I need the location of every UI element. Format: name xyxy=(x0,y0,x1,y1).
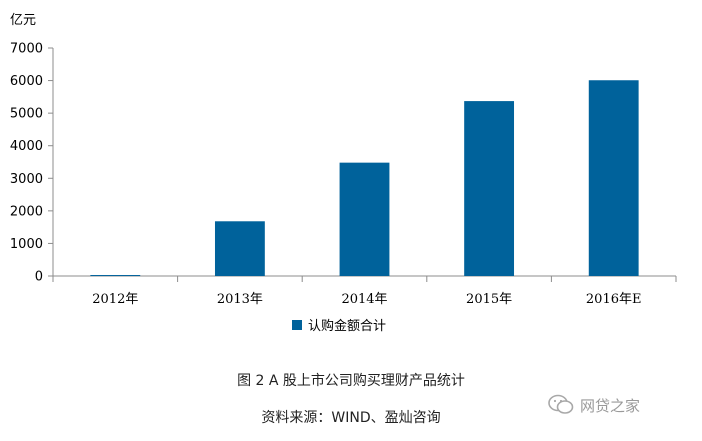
legend-swatch xyxy=(292,319,302,330)
y-tick-label: 1000 xyxy=(10,237,43,252)
wechat-icon xyxy=(548,394,574,414)
x-tick-label: 2015年 xyxy=(466,292,512,307)
y-tick-label: 2000 xyxy=(10,204,43,219)
y-tick-label: 0 xyxy=(35,270,43,285)
y-tick-label: 4000 xyxy=(10,139,43,154)
y-tick-label: 3000 xyxy=(10,172,43,187)
watermark: 网贷之家 xyxy=(548,394,640,416)
bar xyxy=(588,80,639,276)
bar xyxy=(214,221,265,276)
x-tick-label: 2013年 xyxy=(217,292,263,307)
bar xyxy=(90,275,141,276)
bar xyxy=(464,101,515,276)
y-unit-label: 亿元 xyxy=(10,13,36,28)
bars xyxy=(90,80,639,276)
bar xyxy=(339,162,390,276)
x-tick-label: 2014年 xyxy=(341,292,387,307)
x-tick-label: 2012年 xyxy=(92,292,138,307)
watermark-text: 网贷之家 xyxy=(580,396,641,415)
legend: 认购金额合计 xyxy=(292,315,386,334)
y-tick-label: 6000 xyxy=(10,74,43,89)
y-tick-label: 7000 xyxy=(10,42,43,57)
x-tick-label: 2016年E xyxy=(586,292,642,307)
x-axis: 2012年 2013年 2014年 2015年 2016年E xyxy=(52,275,677,307)
figure-caption: 图 2 A 股上市公司购买理财产品统计 xyxy=(237,373,465,389)
y-axis: 0 1000 2000 3000 4000 5000 6000 7000 xyxy=(10,42,54,285)
y-tick-label: 5000 xyxy=(10,107,43,122)
source-note: 资料来源：WIND、盈灿咨询 xyxy=(261,410,441,426)
legend-label: 认购金额合计 xyxy=(308,319,387,334)
